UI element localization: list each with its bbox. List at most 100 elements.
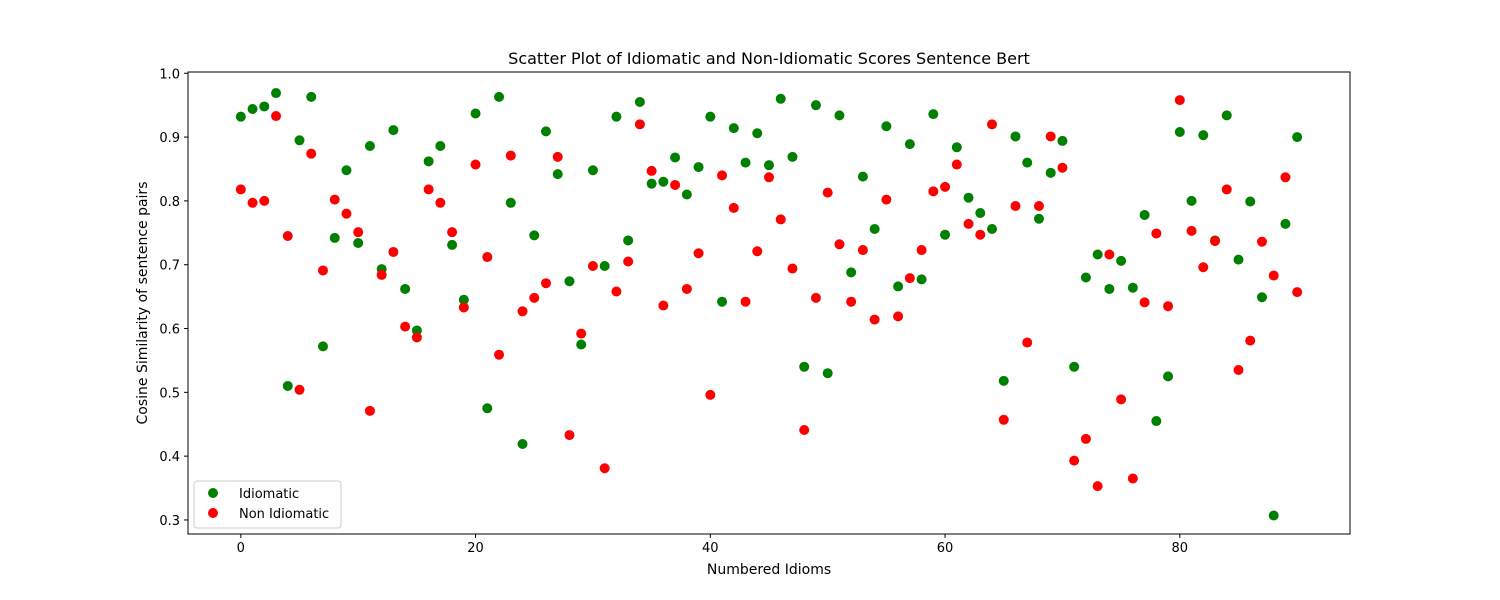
point-idiomatic-48 — [799, 361, 810, 372]
point-idiomatic-17 — [435, 141, 446, 152]
point-idiomatic-34 — [634, 96, 645, 107]
y-axis-ticks: 0.3 0.4 0.5 0.6 0.7 0.8 0.9 1.0 — [159, 67, 188, 529]
point-idiomatic-4 — [282, 380, 293, 391]
point-idiomatic-35 — [646, 178, 657, 189]
point-idiomatic-86 — [1245, 196, 1256, 207]
point-non-idiomatic-34 — [634, 119, 645, 130]
point-non-idiomatic-25 — [529, 292, 540, 303]
point-idiomatic-69 — [1045, 167, 1056, 178]
point-non-idiomatic-84 — [1221, 184, 1232, 195]
point-idiomatic-29 — [576, 339, 587, 350]
point-non-idiomatic-81 — [1186, 225, 1197, 236]
point-non-idiomatic-46 — [775, 214, 786, 225]
point-non-idiomatic-24 — [517, 306, 528, 317]
point-idiomatic-51 — [834, 110, 845, 121]
point-non-idiomatic-40 — [705, 389, 716, 400]
point-non-idiomatic-86 — [1245, 335, 1256, 346]
point-non-idiomatic-78 — [1151, 228, 1162, 239]
point-idiomatic-74 — [1104, 283, 1115, 294]
point-idiomatic-72 — [1080, 272, 1091, 283]
point-non-idiomatic-23 — [505, 150, 516, 161]
point-non-idiomatic-69 — [1045, 131, 1056, 142]
point-idiomatic-13 — [388, 125, 399, 136]
point-non-idiomatic-79 — [1163, 301, 1174, 312]
point-idiomatic-78 — [1151, 416, 1162, 427]
point-idiomatic-24 — [517, 439, 528, 450]
point-idiomatic-40 — [705, 111, 716, 122]
point-non-idiomatic-16 — [423, 184, 434, 195]
point-idiomatic-85 — [1233, 254, 1244, 265]
point-non-idiomatic-56 — [893, 311, 904, 322]
point-idiomatic-36 — [658, 176, 669, 187]
point-non-idiomatic-83 — [1210, 236, 1221, 247]
point-idiomatic-31 — [599, 260, 610, 271]
point-idiomatic-55 — [881, 121, 892, 132]
point-non-idiomatic-65 — [998, 414, 1009, 425]
point-non-idiomatic-30 — [587, 260, 598, 271]
point-idiomatic-32 — [611, 111, 622, 122]
point-idiomatic-30 — [587, 165, 598, 176]
point-non-idiomatic-36 — [658, 300, 669, 311]
point-non-idiomatic-45 — [764, 172, 774, 183]
point-non-idiomatic-87 — [1256, 236, 1267, 247]
point-non-idiomatic-44 — [752, 246, 763, 257]
point-idiomatic-50 — [822, 368, 833, 379]
point-idiomatic-46 — [775, 93, 786, 104]
point-idiomatic-9 — [341, 165, 352, 176]
point-non-idiomatic-47 — [787, 263, 798, 274]
point-idiomatic-39 — [693, 162, 704, 173]
point-non-idiomatic-76 — [1127, 473, 1138, 484]
legend-box — [193, 480, 342, 529]
y-tick-label: 0.6 — [159, 323, 180, 338]
point-non-idiomatic-17 — [435, 197, 446, 208]
y-tick-label: 1.0 — [159, 67, 180, 82]
point-non-idiomatic-71 — [1069, 455, 1080, 466]
y-tick-label: 0.8 — [159, 195, 180, 210]
point-non-idiomatic-26 — [540, 278, 551, 289]
point-non-idiomatic-50 — [822, 187, 833, 198]
point-non-idiomatic-7 — [317, 265, 328, 276]
x-tick-label: 40 — [702, 541, 719, 556]
point-idiomatic-16 — [423, 156, 434, 167]
point-non-idiomatic-43 — [740, 296, 751, 307]
point-idiomatic-54 — [869, 223, 880, 234]
point-non-idiomatic-20 — [470, 159, 481, 170]
point-non-idiomatic-9 — [341, 208, 352, 219]
point-idiomatic-26 — [540, 126, 551, 137]
point-non-idiomatic-35 — [646, 165, 657, 176]
point-idiomatic-44 — [752, 128, 763, 139]
point-non-idiomatic-67 — [1022, 337, 1033, 348]
x-tick-label: 0 — [237, 541, 245, 556]
point-idiomatic-77 — [1139, 209, 1150, 220]
point-idiomatic-10 — [353, 238, 364, 249]
point-idiomatic-20 — [470, 108, 481, 119]
point-non-idiomatic-37 — [670, 179, 681, 190]
point-non-idiomatic-82 — [1198, 262, 1209, 273]
point-non-idiomatic-54 — [869, 314, 880, 325]
point-non-idiomatic-2 — [259, 195, 270, 206]
point-idiomatic-56 — [893, 281, 904, 292]
point-idiomatic-21 — [482, 403, 493, 414]
plot-frame — [187, 71, 1351, 535]
x-axis-label: Numbered Idioms — [707, 562, 831, 578]
point-non-idiomatic-27 — [552, 151, 563, 162]
point-idiomatic-53 — [857, 171, 868, 182]
point-idiomatic-1 — [247, 104, 258, 115]
x-tick-label: 80 — [1172, 541, 1189, 556]
point-idiomatic-58 — [916, 274, 927, 285]
point-non-idiomatic-31 — [599, 463, 610, 474]
point-idiomatic-23 — [505, 197, 516, 208]
point-idiomatic-80 — [1174, 126, 1185, 137]
point-non-idiomatic-6 — [306, 148, 317, 159]
point-idiomatic-38 — [681, 189, 692, 200]
point-idiomatic-76 — [1127, 282, 1138, 293]
point-non-idiomatic-29 — [576, 328, 587, 339]
point-non-idiomatic-63 — [975, 229, 986, 240]
point-idiomatic-87 — [1256, 292, 1267, 303]
point-non-idiomatic-77 — [1139, 297, 1150, 308]
point-non-idiomatic-1 — [247, 197, 258, 208]
point-idiomatic-6 — [306, 91, 317, 102]
y-tick-label: 0.7 — [159, 259, 180, 274]
point-idiomatic-14 — [400, 283, 411, 294]
